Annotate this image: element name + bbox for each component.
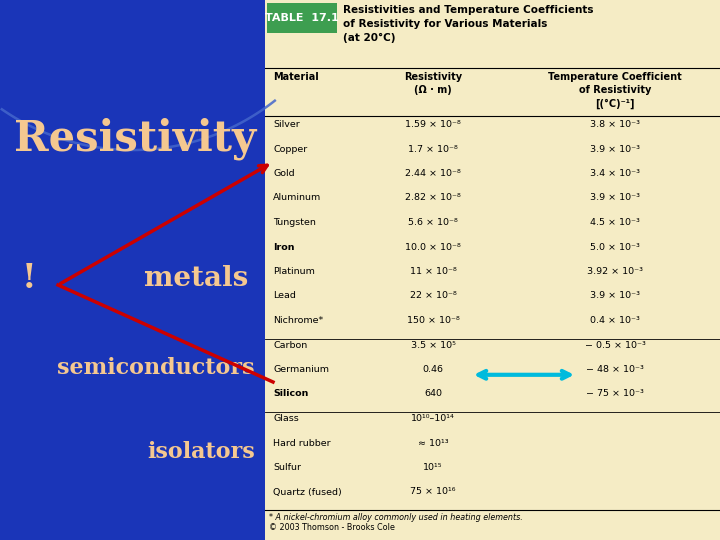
Text: semiconductors: semiconductors [58, 357, 255, 379]
Bar [267, 3, 337, 33]
Text: isolators: isolators [148, 441, 255, 463]
Text: Carbon: Carbon [273, 341, 307, 349]
Text: Resistivity
(Ω · m): Resistivity (Ω · m) [404, 72, 462, 95]
Text: 150 × 10⁻⁸: 150 × 10⁻⁸ [407, 316, 459, 325]
Text: Quartz (fused): Quartz (fused) [273, 488, 342, 496]
Text: © 2003 Thomson - Brooks Cole: © 2003 Thomson - Brooks Cole [269, 523, 395, 532]
Text: 3.5 × 10⁵: 3.5 × 10⁵ [410, 341, 456, 349]
Text: 10¹⁰–10¹⁴: 10¹⁰–10¹⁴ [411, 414, 455, 423]
Text: Aluminum: Aluminum [273, 193, 321, 202]
Text: − 75 × 10⁻³: − 75 × 10⁻³ [586, 389, 644, 399]
Text: Temperature Coefficient
of Resistivity
[(°C)⁻¹]: Temperature Coefficient of Resistivity [… [548, 72, 682, 109]
Text: Platinum: Platinum [273, 267, 315, 276]
Text: 4.5 × 10⁻³: 4.5 × 10⁻³ [590, 218, 640, 227]
Text: 1.59 × 10⁻⁸: 1.59 × 10⁻⁸ [405, 120, 461, 129]
Text: 0.4 × 10⁻³: 0.4 × 10⁻³ [590, 316, 640, 325]
Text: 3.4 × 10⁻³: 3.4 × 10⁻³ [590, 169, 640, 178]
Text: Copper: Copper [273, 145, 307, 153]
Text: 3.9 × 10⁻³: 3.9 × 10⁻³ [590, 145, 640, 153]
Text: !: ! [22, 261, 37, 294]
Text: Hard rubber: Hard rubber [273, 438, 330, 448]
Text: 3.92 × 10⁻³: 3.92 × 10⁻³ [587, 267, 643, 276]
Text: 2.44 × 10⁻⁸: 2.44 × 10⁻⁸ [405, 169, 461, 178]
Text: Resistivity: Resistivity [14, 118, 256, 160]
Text: 5.6 × 10⁻⁸: 5.6 × 10⁻⁸ [408, 218, 458, 227]
Text: Iron: Iron [273, 242, 294, 252]
Text: 2.82 × 10⁻⁸: 2.82 × 10⁻⁸ [405, 193, 461, 202]
Text: 3.9 × 10⁻³: 3.9 × 10⁻³ [590, 193, 640, 202]
Text: 640: 640 [424, 389, 442, 399]
Text: 10.0 × 10⁻⁸: 10.0 × 10⁻⁸ [405, 242, 461, 252]
Text: * A nickel-chromium alloy commonly used in heating elements.: * A nickel-chromium alloy commonly used … [269, 513, 523, 522]
Text: 22 × 10⁻⁸: 22 × 10⁻⁸ [410, 292, 456, 300]
Text: Nichrome*: Nichrome* [273, 316, 323, 325]
Text: 75 × 10¹⁶: 75 × 10¹⁶ [410, 488, 456, 496]
Text: 3.9 × 10⁻³: 3.9 × 10⁻³ [590, 292, 640, 300]
Bar [265, 0, 720, 540]
Text: Tungsten: Tungsten [273, 218, 316, 227]
Text: Gold: Gold [273, 169, 294, 178]
Text: metals: metals [144, 265, 248, 292]
Text: − 0.5 × 10⁻³: − 0.5 × 10⁻³ [585, 341, 645, 349]
Text: Germanium: Germanium [273, 365, 329, 374]
Text: 1.7 × 10⁻⁸: 1.7 × 10⁻⁸ [408, 145, 458, 153]
Text: 11 × 10⁻⁸: 11 × 10⁻⁸ [410, 267, 456, 276]
Text: Lead: Lead [273, 292, 296, 300]
Text: 5.0 × 10⁻³: 5.0 × 10⁻³ [590, 242, 640, 252]
Text: 0.46: 0.46 [423, 365, 444, 374]
Text: Glass: Glass [273, 414, 299, 423]
Text: − 48 × 10⁻³: − 48 × 10⁻³ [586, 365, 644, 374]
Text: 3.8 × 10⁻³: 3.8 × 10⁻³ [590, 120, 640, 129]
Text: Material: Material [273, 72, 319, 82]
Text: Sulfur: Sulfur [273, 463, 301, 472]
Text: ≈ 10¹³: ≈ 10¹³ [418, 438, 449, 448]
Text: Silicon: Silicon [273, 389, 308, 399]
Text: TABLE  17.1: TABLE 17.1 [265, 13, 339, 23]
Text: Silver: Silver [273, 120, 300, 129]
Text: 10¹⁵: 10¹⁵ [423, 463, 443, 472]
Text: Resistivities and Temperature Coefficients
of Resistivity for Various Materials
: Resistivities and Temperature Coefficien… [343, 5, 593, 43]
